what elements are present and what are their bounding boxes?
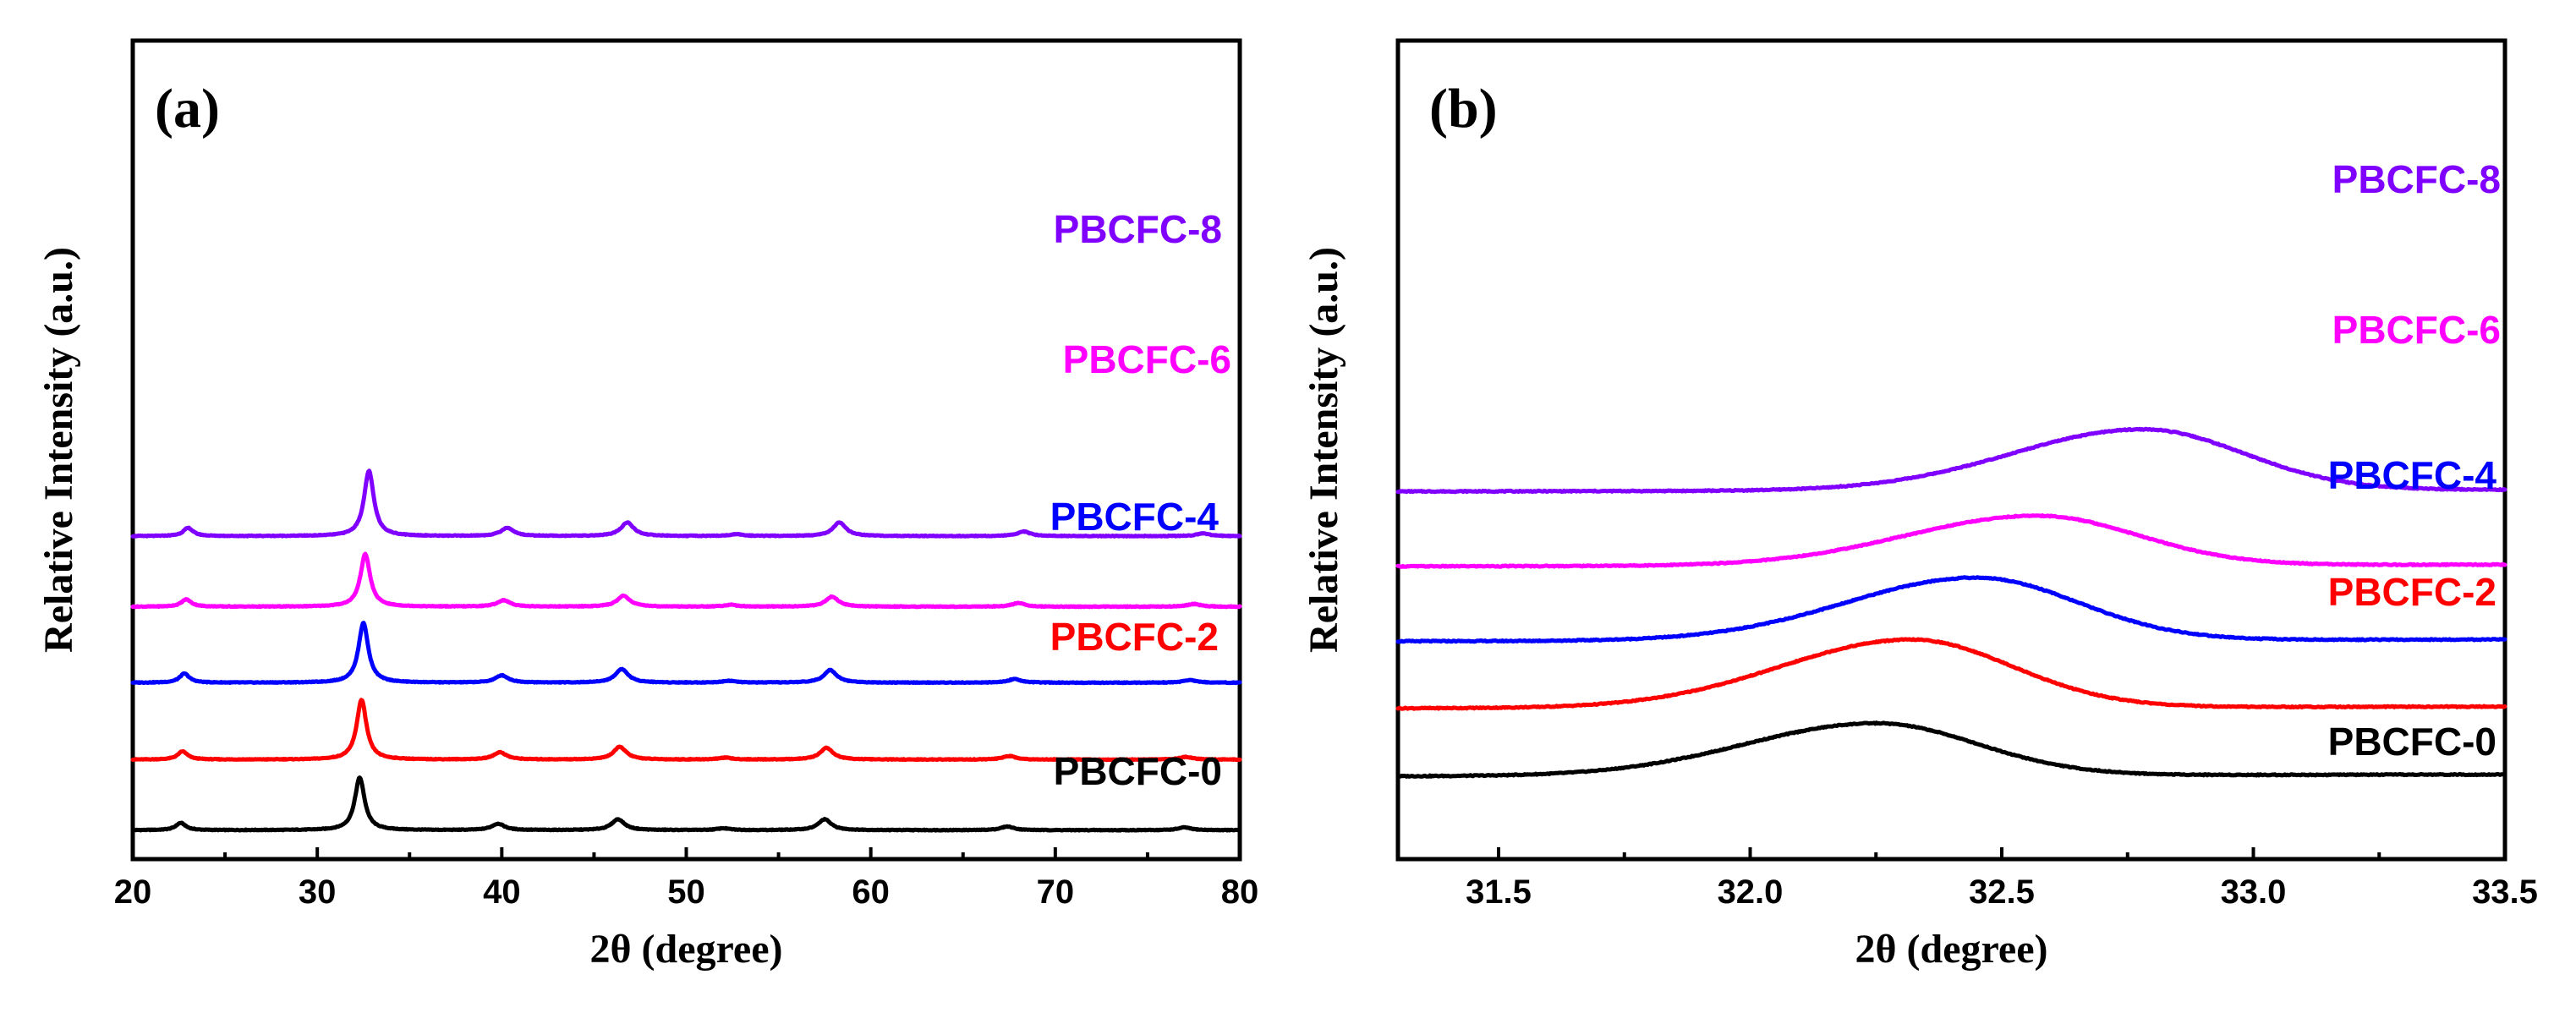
- series-line-pbcfc-2: [130, 698, 1242, 763]
- x-tick-label: 60: [852, 873, 890, 911]
- series-label-pbcfc-4: PBCFC-4: [1050, 495, 1219, 539]
- y-axis-label: Relative Intensity (a.u.): [1302, 247, 1346, 653]
- series-group: [130, 468, 1242, 833]
- x-axis-label: 2θ (degree): [589, 927, 782, 972]
- x-tick-label: 32.0: [1718, 873, 1784, 911]
- series-label-pbcfc-0: PBCFC-0: [2328, 720, 2497, 764]
- x-axis-label: 2θ (degree): [1855, 927, 2047, 972]
- series-label-pbcfc-2: PBCFC-2: [1050, 615, 1219, 659]
- series-line-pbcfc-4: [1395, 575, 2507, 644]
- series-line-pbcfc-8: [1395, 426, 2507, 495]
- series-label-pbcfc-2: PBCFC-2: [2328, 570, 2497, 614]
- plot-frame: [130, 38, 1242, 862]
- plot-frame: [1395, 38, 2507, 862]
- x-tick-label: 30: [299, 873, 337, 911]
- series-line-pbcfc-6: [1395, 513, 2507, 569]
- series-line-pbcfc-0: [130, 775, 1242, 833]
- x-tick-label: 40: [483, 873, 521, 911]
- x-tick-label: 20: [114, 873, 152, 911]
- series-line-pbcfc-4: [130, 621, 1242, 686]
- x-tick-label: 32.5: [1969, 873, 2035, 911]
- x-tick-label: 31.5: [1466, 873, 1532, 911]
- panel-tag: (a): [155, 78, 220, 140]
- series-line-pbcfc-0: [1395, 720, 2507, 779]
- series-label-pbcfc-8: PBCFC-8: [1054, 207, 1222, 251]
- panel-tag: (b): [1429, 78, 1498, 140]
- x-tick-label: 70: [1037, 873, 1075, 911]
- x-tick-label: 80: [1221, 873, 1259, 911]
- series-label-pbcfc-6: PBCFC-6: [2332, 308, 2501, 352]
- series-label-pbcfc-0: PBCFC-0: [1054, 749, 1222, 793]
- series-label-pbcfc-4: PBCFC-4: [2328, 453, 2497, 497]
- x-tick-label: 33.0: [2221, 873, 2287, 911]
- chart-panel-b: PBCFC-0 PBCFC-2 PBCFC-4 PBCFC-6 PBCFC-8 31.5 3…: [1302, 38, 2538, 972]
- y-axis-label: Relative Intensity (a.u.): [36, 247, 81, 653]
- series-label-pbcfc-6: PBCFC-6: [1063, 337, 1231, 381]
- x-tick-label: 50: [667, 873, 705, 911]
- x-tick-label: 33.5: [2472, 873, 2538, 911]
- series-line-pbcfc-2: [1395, 637, 2507, 711]
- chart-panel-a: PBCFC-0 PBCFC-2 PBCFC-4 PBCFC-6 PBCFC-8 20 30 4…: [36, 38, 1259, 972]
- series-label-pbcfc-8: PBCFC-8: [2332, 157, 2501, 201]
- series-line-pbcfc-6: [130, 551, 1242, 610]
- series-line-pbcfc-8: [130, 468, 1242, 539]
- series-group: [1395, 426, 2507, 779]
